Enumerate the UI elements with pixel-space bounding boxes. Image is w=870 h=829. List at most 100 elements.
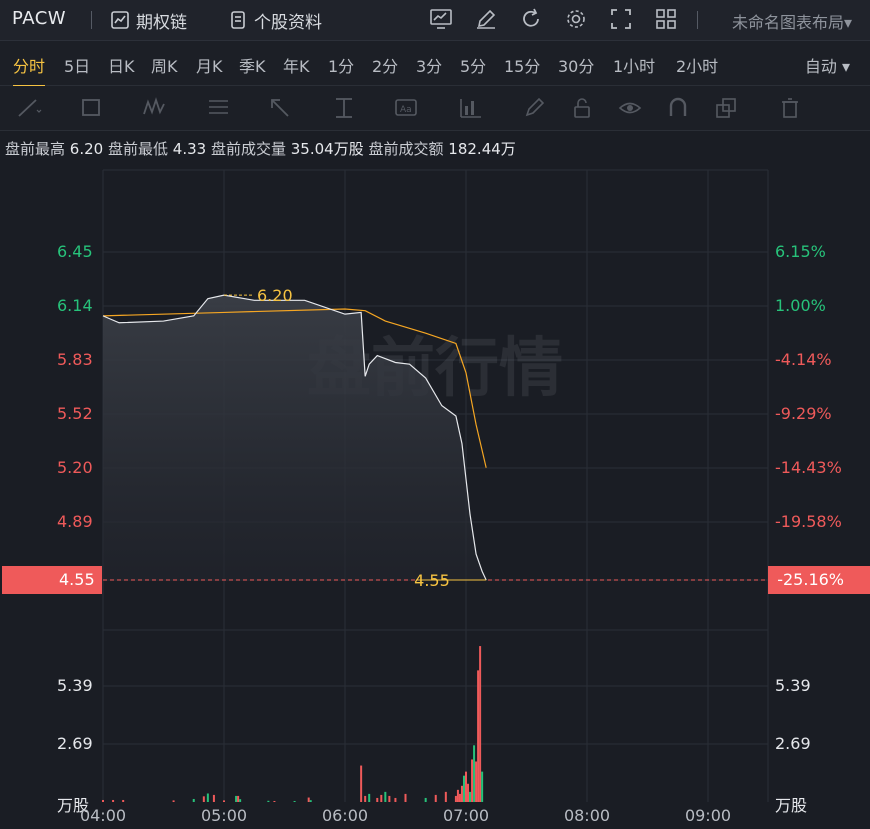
peak-label: 6.20: [257, 286, 293, 305]
fullscreen-icon[interactable]: [609, 7, 633, 31]
volume-bars: [102, 646, 484, 802]
volume-bar: [237, 795, 240, 802]
period-tab[interactable]: 5日: [64, 57, 91, 76]
volume-bar: [239, 799, 242, 802]
volume-label: 盘前成交量: [210, 140, 286, 158]
period-tab[interactable]: 周K: [151, 57, 178, 76]
volume-bar: [460, 785, 463, 802]
volume-bar: [465, 771, 467, 802]
volume-tick: 2.69: [775, 734, 811, 753]
volume-unit: 万股: [57, 796, 90, 815]
volume-bar: [479, 646, 482, 802]
document-icon: [231, 11, 245, 29]
lock-icon[interactable]: [570, 96, 596, 120]
top-bar: PACW 期权链 个股资料 未命名图表布局▾: [0, 0, 870, 41]
volume-bar: [473, 745, 476, 802]
pct-tick: -19.58%: [775, 512, 842, 531]
period-tab[interactable]: 3分: [416, 57, 443, 76]
indicator-chart-icon[interactable]: [429, 7, 453, 31]
premarket-stats: 盘前最高 6.20 盘前最低 4.33 盘前成交量 35.04万股 盘前成交额 …: [5, 138, 516, 159]
volume-bar: [122, 799, 125, 802]
pen-icon[interactable]: [474, 7, 498, 31]
volume-tick: 5.39: [775, 676, 811, 695]
period-tab[interactable]: 1小时: [613, 57, 656, 76]
trash-icon[interactable]: [778, 96, 804, 120]
last-price-label: 4.55: [414, 571, 450, 590]
text-tool-icon[interactable]: Aa: [394, 96, 420, 120]
period-tab[interactable]: 日K: [108, 57, 135, 76]
options-chain-button[interactable]: 期权链: [110, 7, 187, 33]
volume-bar: [212, 794, 215, 802]
volume-unit: 万股: [775, 796, 808, 815]
volume-tick: 2.69: [57, 734, 93, 753]
fibonacci-tool-icon[interactable]: [206, 96, 232, 120]
time-tick: 08:00: [563, 806, 611, 825]
low-value: 4.33: [172, 140, 207, 158]
grid-layout-icon[interactable]: [654, 7, 678, 31]
rectangle-tool-icon[interactable]: [80, 96, 106, 120]
price-line: [102, 294, 487, 581]
volume-bar: [376, 797, 379, 802]
volume-bar: [456, 789, 459, 802]
volume-bar: [172, 800, 175, 802]
volume-bar: [364, 795, 367, 802]
period-tab[interactable]: 年K: [283, 57, 310, 76]
time-tick: 06:00: [321, 806, 369, 825]
eye-icon[interactable]: [618, 96, 644, 120]
arrow-tool-icon[interactable]: [268, 96, 294, 120]
period-tab[interactable]: 5分: [460, 57, 487, 76]
volume-bar: [434, 794, 437, 802]
volume-bar: [394, 797, 397, 802]
price-area-fill: [103, 295, 487, 580]
options-chain-label: 期权链: [136, 12, 187, 33]
wave-tool-icon[interactable]: [142, 96, 168, 120]
brush-icon[interactable]: [522, 96, 548, 120]
volume-bar: [380, 794, 383, 802]
measure-tool-icon[interactable]: [332, 96, 358, 120]
stock-profile-button[interactable]: 个股资料: [228, 7, 322, 33]
pct-tick: 1.00%: [775, 296, 826, 315]
volume-bar: [404, 793, 407, 802]
period-tab[interactable]: 月K: [196, 57, 223, 76]
period-tab[interactable]: 30分: [558, 57, 595, 76]
volume-bar: [360, 765, 363, 802]
volume-bar: [471, 759, 474, 802]
period-tab[interactable]: 15分: [504, 57, 541, 76]
svg-text:Aa: Aa: [400, 105, 412, 115]
ticker-symbol: PACW: [12, 8, 67, 29]
period-tab[interactable]: 2小时: [676, 57, 719, 76]
period-tab[interactable]: 季K: [239, 57, 266, 76]
period-tab[interactable]: 1分: [328, 57, 355, 76]
high-label: 盘前最高: [5, 140, 66, 158]
period-tab[interactable]: 2分: [372, 57, 399, 76]
volume-bar: [368, 793, 371, 802]
volume-bar: [206, 793, 209, 802]
volume-bar: [235, 795, 238, 802]
volume-bar: [112, 799, 115, 802]
layout-selector[interactable]: 未命名图表布局▾: [731, 13, 852, 32]
chart-box-icon: [111, 11, 129, 29]
gear-icon[interactable]: [564, 7, 588, 31]
bar-chart-tool-icon[interactable]: [458, 96, 484, 120]
volume-bar: [267, 800, 270, 802]
volume-bar: [202, 796, 205, 802]
refresh-icon[interactable]: [519, 7, 543, 31]
auto-scale-dropdown[interactable]: 自动 ▾: [804, 57, 850, 76]
time-tick: 07:00: [442, 806, 490, 825]
volume-bar: [307, 797, 310, 802]
volume-bar: [293, 800, 296, 802]
price-tick: 5.20: [57, 458, 93, 477]
magnet-icon[interactable]: [666, 96, 692, 120]
volume-bar: [462, 775, 465, 802]
volume-bar: [444, 791, 447, 802]
layers-icon[interactable]: [714, 96, 740, 120]
high-value: 6.20: [69, 140, 104, 158]
trend-line-icon[interactable]: [16, 96, 42, 120]
volume-bar: [273, 800, 276, 802]
time-tick: 04:00: [79, 806, 127, 825]
price-tick: 6.14: [57, 296, 93, 315]
volume-bar: [223, 800, 225, 802]
current-pct-badge: -25.16%: [768, 566, 870, 594]
time-tick: 05:00: [200, 806, 248, 825]
